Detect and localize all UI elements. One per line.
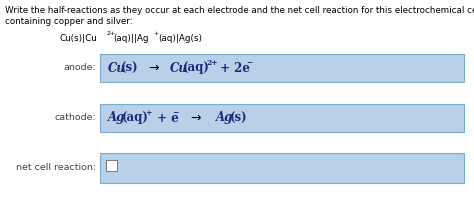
Text: 2+: 2+ <box>206 59 218 67</box>
Text: (aq): (aq) <box>183 61 210 74</box>
Text: Cu: Cu <box>170 61 188 74</box>
Text: +: + <box>145 109 151 117</box>
Text: −: − <box>172 109 178 117</box>
Text: (aq): (aq) <box>122 112 149 125</box>
Text: (s): (s) <box>230 112 247 125</box>
Text: (aq)|Ag(s): (aq)|Ag(s) <box>158 34 202 43</box>
Text: + 2e: + 2e <box>216 61 250 74</box>
Text: containing copper and silver:: containing copper and silver: <box>5 17 133 26</box>
Text: Cu: Cu <box>108 61 126 74</box>
Bar <box>100 153 464 183</box>
Text: (s): (s) <box>121 61 138 74</box>
Text: Ag: Ag <box>108 112 126 125</box>
Text: Write the half-reactions as they occur at each electrode and the net cell reacti: Write the half-reactions as they occur a… <box>5 6 474 15</box>
Text: Cu(s)|Cu: Cu(s)|Cu <box>60 34 98 43</box>
Bar <box>100 54 464 82</box>
Text: cathode:: cathode: <box>54 113 96 123</box>
Bar <box>106 160 117 171</box>
Text: anode:: anode: <box>63 64 96 72</box>
Text: →: → <box>190 112 201 125</box>
Text: −: − <box>246 59 252 67</box>
Text: + e: + e <box>153 112 179 125</box>
Text: net cell reaction:: net cell reaction: <box>16 163 96 173</box>
Text: (aq)||Ag: (aq)||Ag <box>113 34 148 43</box>
Text: →: → <box>148 61 158 74</box>
Text: +: + <box>153 31 158 36</box>
Text: 2+: 2+ <box>107 31 116 36</box>
Text: Ag: Ag <box>216 112 233 125</box>
Bar <box>100 104 464 132</box>
